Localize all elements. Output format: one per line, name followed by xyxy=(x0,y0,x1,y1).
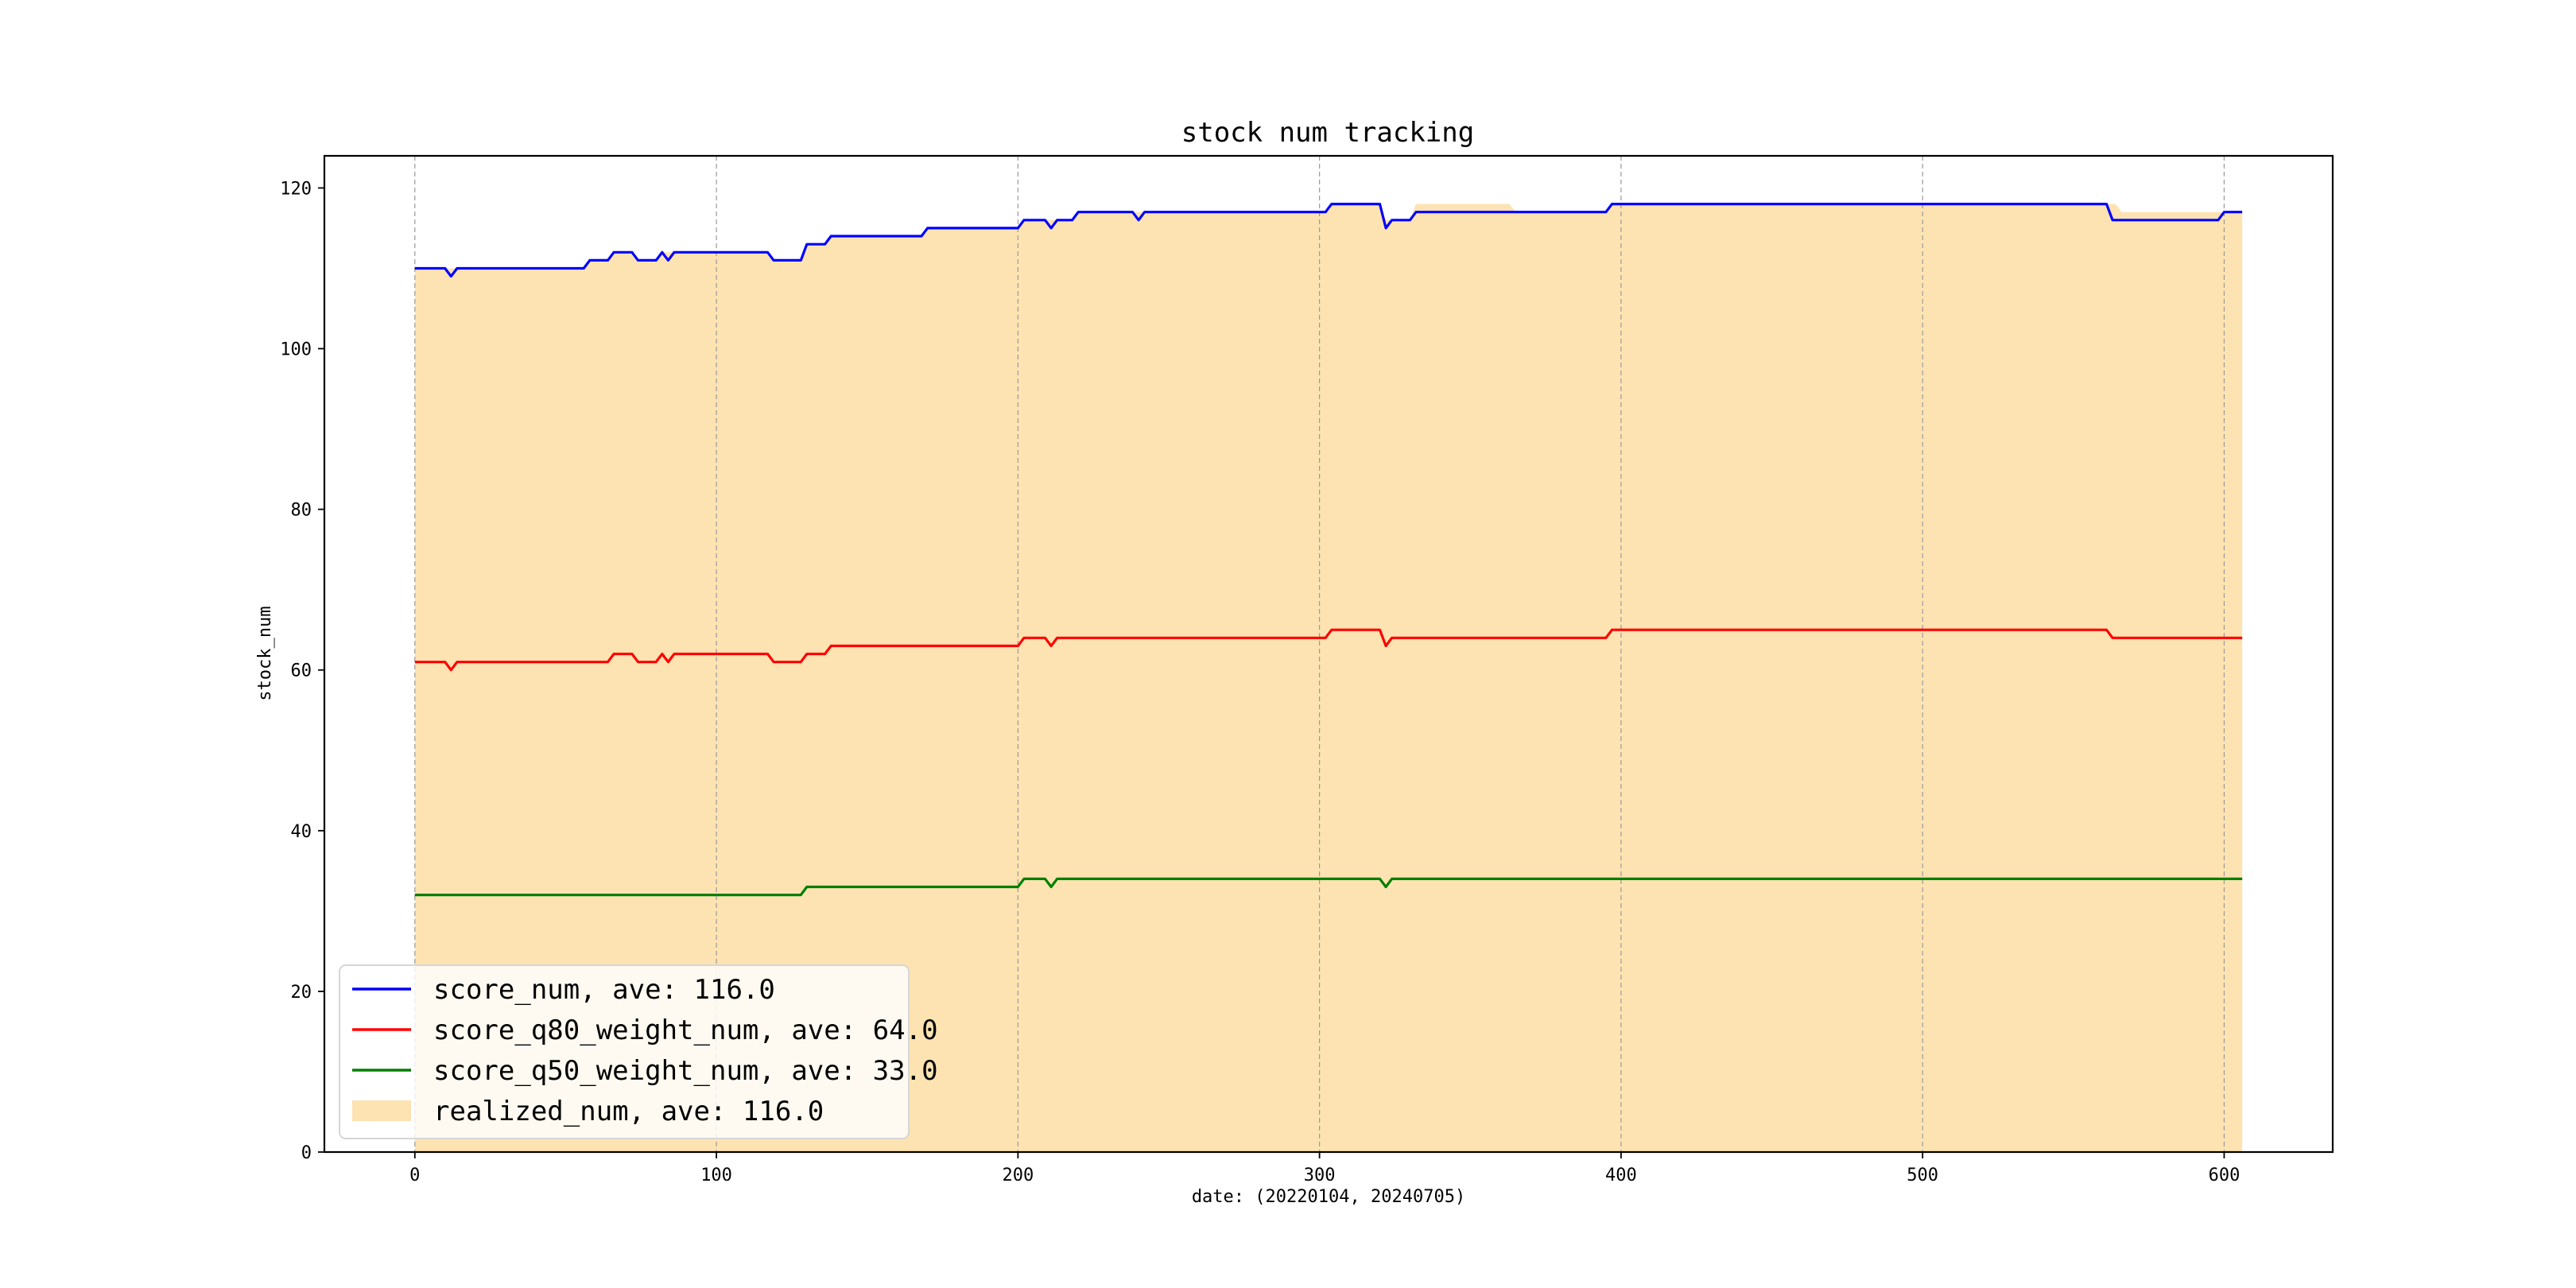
legend-label: score_q80_weight_num, ave: 64.0 xyxy=(433,1014,938,1046)
legend-label: realized_num, ave: 116.0 xyxy=(433,1096,824,1127)
axis-layer: 0 100 200 300 400 500 600 0 20 40 60 80 100 120 xyxy=(280,179,2240,1185)
legend-label: score_num, ave: 116.0 xyxy=(433,974,775,1006)
legend-box xyxy=(339,964,910,1139)
y-tick-label: 120 xyxy=(280,179,312,199)
series-line-2 xyxy=(414,877,2243,897)
x-tick-label: 500 xyxy=(1907,1166,1938,1185)
x-tick-label: 100 xyxy=(700,1166,732,1185)
x-tick-label: 300 xyxy=(1304,1166,1336,1185)
chart-title: stock num tracking xyxy=(1181,117,1474,149)
line-layer xyxy=(414,203,2243,897)
legend-swatch xyxy=(352,1100,411,1121)
x-tick-label: 0 xyxy=(409,1166,420,1185)
y-tick-label: 20 xyxy=(291,983,312,1003)
y-axis-label: stock_num xyxy=(255,606,275,700)
y-tick-label: 0 xyxy=(301,1143,312,1163)
y-tick-label: 80 xyxy=(291,501,312,521)
x-axis-label: date: (20220104, 20240705) xyxy=(1192,1187,1465,1207)
y-tick-label: 100 xyxy=(280,340,312,360)
area-layer xyxy=(414,204,2243,1153)
y-tick-label: 60 xyxy=(291,661,312,681)
x-tick-label: 200 xyxy=(1002,1166,1034,1185)
legend: score_num, ave: 116.0 score_q80_weight_nu… xyxy=(339,964,938,1139)
y-tick-label: 40 xyxy=(291,822,312,842)
series-line-1 xyxy=(414,628,2243,672)
series-line-0 xyxy=(414,203,2243,278)
series-area-3 xyxy=(414,204,2243,1153)
plot-frame xyxy=(323,154,2334,1154)
x-tick-label: 600 xyxy=(2209,1166,2240,1185)
x-tick-label: 400 xyxy=(1605,1166,1637,1185)
legend-label: score_q50_weight_num, ave: 33.0 xyxy=(433,1055,938,1087)
